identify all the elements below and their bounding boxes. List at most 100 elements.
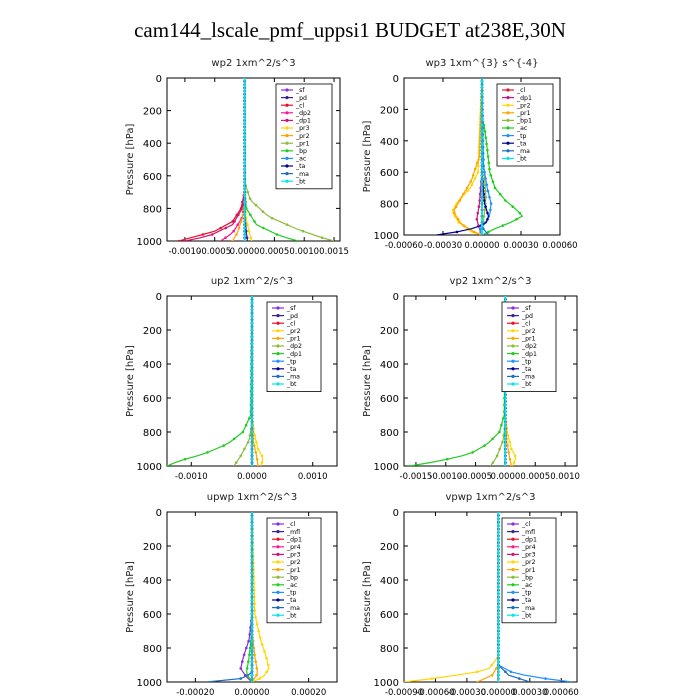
- data-point: [250, 571, 254, 575]
- y-tick-label: 600: [143, 172, 162, 183]
- data-point: [457, 218, 460, 221]
- data-point: [495, 454, 499, 458]
- data-point: [470, 183, 474, 187]
- data-point: [488, 196, 491, 199]
- legend-label: _ta: [286, 366, 297, 373]
- data-point: [243, 141, 246, 145]
- y-tick-label: 1000: [374, 462, 399, 473]
- data-point: [260, 454, 264, 458]
- data-point: [480, 111, 484, 114]
- plot-frame: [166, 77, 341, 242]
- legend-marker: [511, 367, 515, 371]
- legend-marker: [276, 537, 280, 541]
- y-tick-label: 200: [380, 326, 399, 337]
- data-point: [243, 109, 246, 112]
- y-tick-label: 800: [380, 428, 399, 439]
- legend-label: _pr1: [521, 567, 536, 574]
- data-point: [473, 177, 477, 180]
- legend-marker: [276, 552, 280, 557]
- data-point: [285, 223, 289, 226]
- legend-label: _ma: [521, 605, 535, 612]
- data-point: [253, 595, 256, 599]
- legend-label: _pr3: [295, 125, 310, 132]
- data-point: [500, 423, 503, 427]
- data-point: [480, 174, 484, 177]
- legend-marker: [511, 321, 515, 325]
- data-point: [453, 211, 456, 215]
- data-point: [507, 451, 511, 454]
- data-point: [497, 633, 500, 636]
- data-point: [250, 653, 254, 657]
- data-point: [250, 301, 254, 305]
- y-axis-label: Pressure [hPa]: [362, 345, 373, 417]
- legend-marker: [506, 156, 510, 160]
- x-tick-label: 0.00060: [542, 241, 577, 251]
- legend-label: _bt: [286, 612, 297, 619]
- y-tick-label: 1000: [137, 462, 162, 473]
- legend-label: _pr1: [521, 336, 536, 343]
- data-point: [248, 653, 251, 657]
- data-point: [201, 233, 205, 236]
- data-point: [250, 605, 254, 609]
- legend-label: _sf: [295, 87, 305, 94]
- legend-marker: [276, 367, 280, 371]
- data-point: [206, 451, 209, 454]
- data-point: [260, 461, 264, 464]
- legend: _cl_mfl_dp1_pr4_pr3_pr2_pr1_bp_ac_tp_ta_…: [501, 517, 557, 624]
- data-point: [480, 224, 484, 227]
- data-point: [504, 423, 507, 427]
- legend-marker: [285, 96, 289, 100]
- legend-marker: [511, 336, 515, 340]
- data-point: [498, 430, 501, 434]
- legend-marker: [511, 314, 515, 318]
- legend-marker: [285, 126, 289, 130]
- data-point: [250, 639, 254, 643]
- data-point: [254, 660, 257, 663]
- data-point: [254, 451, 258, 454]
- data-point: [258, 636, 262, 640]
- data-point: [462, 192, 465, 196]
- data-point: [484, 196, 488, 199]
- data-point: [243, 200, 246, 204]
- data-point: [511, 205, 515, 208]
- data-point: [491, 461, 495, 464]
- data-point: [455, 230, 459, 234]
- data-point: [480, 205, 484, 208]
- y-tick-label: 0: [393, 508, 399, 519]
- data-point: [485, 142, 488, 146]
- legend-label: _ac: [516, 125, 528, 132]
- x-tick-label: 0.00060: [544, 688, 579, 698]
- chart-panel-6: vpwp 1xm^2/s^3 Pressure [hPa] 0 200 400 600 80…: [362, 492, 579, 698]
- data-point: [241, 430, 245, 434]
- data-point: [480, 230, 484, 234]
- data-point: [480, 123, 484, 127]
- x-tick-label: 0.00000: [234, 688, 269, 698]
- legend-label: _cl: [295, 102, 304, 109]
- data-point: [246, 190, 250, 194]
- data-point: [243, 174, 246, 178]
- data-point: [250, 444, 254, 447]
- data-point: [247, 229, 251, 233]
- legend-label: _ac: [521, 582, 533, 589]
- data-point: [497, 626, 500, 629]
- data-point: [243, 168, 246, 171]
- data-point: [224, 236, 227, 239]
- data-point: [483, 208, 487, 212]
- y-tick-label: 200: [380, 542, 399, 553]
- data-point: [250, 680, 254, 682]
- legend-label: _pr2: [286, 559, 301, 566]
- data-point: [250, 410, 254, 413]
- data-point: [252, 575, 256, 578]
- data-point: [486, 148, 489, 152]
- y-tick-label: 1000: [137, 678, 162, 689]
- legend-marker: [285, 88, 289, 92]
- legend-label: _dp2: [286, 343, 302, 350]
- data-point: [252, 588, 256, 592]
- data-point: [250, 369, 254, 373]
- data-point: [480, 211, 484, 215]
- data-point: [167, 464, 169, 466]
- data-point: [471, 174, 475, 177]
- legend-label: _pr2: [521, 328, 536, 335]
- legend: _cl_dp1_pr2_pr1_bp1_ac_tp_ta_ma_bt: [496, 83, 554, 167]
- legend-marker: [506, 134, 510, 138]
